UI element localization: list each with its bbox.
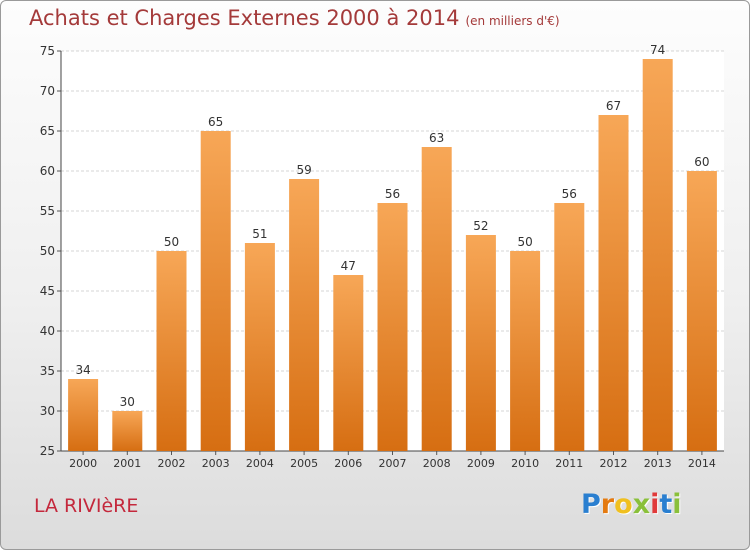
data-label: 59 [296, 163, 311, 177]
bar [68, 379, 99, 451]
y-tick-label: 75 [40, 44, 55, 58]
data-label: 50 [517, 235, 532, 249]
proxiti-logo: Proxiti [581, 489, 682, 520]
x-tick-label: 2010 [511, 457, 539, 470]
logo-letter: o [614, 489, 633, 520]
chart-unit: (en milliers d'€) [465, 14, 560, 28]
y-tick-label: 30 [40, 404, 55, 418]
x-tick-label: 2011 [555, 457, 583, 470]
data-label: 52 [473, 219, 488, 233]
bar [510, 251, 541, 451]
y-tick-label: 50 [40, 244, 55, 258]
x-tick-label: 2007 [379, 457, 407, 470]
data-label: 67 [606, 99, 621, 113]
logo-letter: P [581, 489, 601, 520]
x-tick-label: 2002 [158, 457, 186, 470]
y-tick-label: 45 [40, 284, 55, 298]
y-tick-label: 40 [40, 324, 55, 338]
logo-letter: t [659, 489, 673, 520]
data-label: 74 [650, 43, 665, 57]
x-tick-label: 2006 [334, 457, 362, 470]
bar [554, 203, 585, 451]
x-tick-label: 2001 [113, 457, 141, 470]
y-tick-label: 70 [40, 84, 55, 98]
bar [598, 115, 629, 451]
bar [642, 59, 673, 451]
logo-letter: x [632, 489, 651, 520]
data-label: 56 [385, 187, 400, 201]
bar [112, 411, 143, 451]
bar [156, 251, 187, 451]
x-tick-label: 2014 [688, 457, 716, 470]
logo-letter: r [600, 489, 615, 520]
y-tick-label: 35 [40, 364, 55, 378]
x-tick-label: 2000 [69, 457, 97, 470]
logo-letter: i [650, 489, 660, 520]
y-tick-label: 55 [40, 204, 55, 218]
data-label: 34 [75, 363, 90, 377]
data-label: 30 [120, 395, 135, 409]
city-name: LA RIVIèRE [34, 495, 139, 517]
bar [377, 203, 408, 451]
x-tick-label: 2005 [290, 457, 318, 470]
bar [686, 171, 717, 451]
x-tick-label: 2008 [423, 457, 451, 470]
y-tick-label: 60 [40, 164, 55, 178]
data-label: 65 [208, 115, 223, 129]
bar [289, 179, 320, 451]
x-tick-label: 2004 [246, 457, 274, 470]
bar [333, 275, 364, 451]
data-label: 50 [164, 235, 179, 249]
data-label: 56 [562, 187, 577, 201]
data-label: 63 [429, 131, 444, 145]
data-label: 47 [341, 259, 356, 273]
bar [465, 235, 496, 451]
chart-title: Achats et Charges Externes 2000 à 2014 (e… [29, 6, 560, 30]
chart-title-text: Achats et Charges Externes 2000 à 2014 [29, 6, 460, 30]
bar [244, 243, 275, 451]
x-tick-label: 2012 [600, 457, 628, 470]
y-tick-label: 25 [40, 444, 55, 458]
x-tick-label: 2003 [202, 457, 230, 470]
data-label: 60 [694, 155, 709, 169]
y-tick-label: 65 [40, 124, 55, 138]
x-tick-label: 2013 [644, 457, 672, 470]
bar [421, 147, 452, 451]
bar [200, 131, 231, 451]
logo-letter: i [672, 489, 682, 520]
data-label: 51 [252, 227, 267, 241]
x-tick-label: 2009 [467, 457, 495, 470]
